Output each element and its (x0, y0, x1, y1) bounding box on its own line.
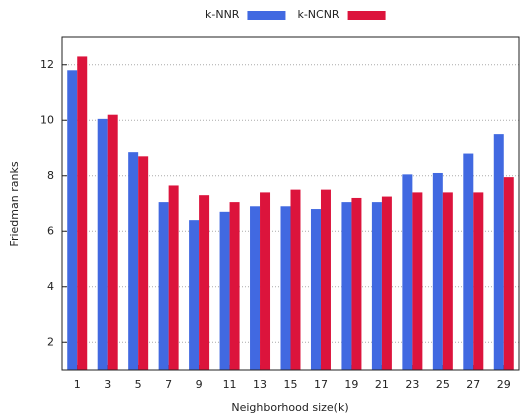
x-tick-label: 1 (74, 378, 81, 391)
bar (442, 192, 453, 370)
bar (189, 220, 200, 370)
bar (371, 202, 382, 370)
x-axis-label: Neighborhood size(k) (231, 401, 348, 414)
bar (473, 192, 484, 370)
y-axis-label: Friedman ranks (8, 161, 21, 246)
bar (463, 153, 474, 370)
bar (250, 206, 261, 370)
bar (290, 189, 301, 370)
x-tick-label: 13 (253, 378, 267, 391)
x-tick-label: 3 (104, 378, 111, 391)
x-tick-label: 29 (497, 378, 511, 391)
bar (128, 152, 139, 370)
bar (199, 195, 210, 370)
bar (432, 172, 443, 370)
bar (493, 134, 504, 370)
bar (503, 177, 514, 370)
bar (77, 56, 88, 371)
bar (229, 202, 240, 370)
bar (341, 202, 352, 370)
bar (320, 189, 331, 370)
x-tick-label: 9 (196, 378, 203, 391)
bar (351, 197, 362, 370)
x-tick-label: 15 (284, 378, 298, 391)
bar (138, 156, 149, 370)
x-tick-label: 23 (405, 378, 419, 391)
bar (381, 196, 392, 370)
x-tick-label: 17 (314, 378, 328, 391)
plot-frame (61, 36, 520, 371)
bar (67, 70, 78, 371)
y-tick-label: 4 (47, 280, 54, 293)
y-tick-label: 8 (47, 169, 54, 182)
y-tick-label: 2 (47, 335, 54, 348)
x-tick-label: 27 (466, 378, 480, 391)
legend-swatch (347, 11, 386, 20)
bar (97, 118, 108, 370)
bar (219, 211, 230, 370)
bar (310, 209, 321, 370)
legend-label: k-NCNR (297, 8, 339, 21)
bar (280, 206, 291, 370)
legend-swatch (247, 11, 286, 20)
y-tick-label: 12 (40, 58, 54, 71)
bar (260, 192, 271, 370)
legend-label: k-NNR (205, 8, 240, 21)
x-tick-label: 11 (223, 378, 237, 391)
y-tick-label: 6 (47, 224, 54, 237)
x-tick-label: 7 (165, 378, 172, 391)
bar (107, 114, 118, 370)
x-tick-label: 5 (135, 378, 142, 391)
x-tick-label: 21 (375, 378, 389, 391)
bar (158, 202, 169, 370)
y-tick-label: 10 (40, 113, 54, 126)
x-tick-label: 19 (344, 378, 358, 391)
bar (412, 192, 423, 370)
bar (168, 185, 179, 370)
x-tick-label: 25 (436, 378, 450, 391)
bar (402, 174, 413, 370)
